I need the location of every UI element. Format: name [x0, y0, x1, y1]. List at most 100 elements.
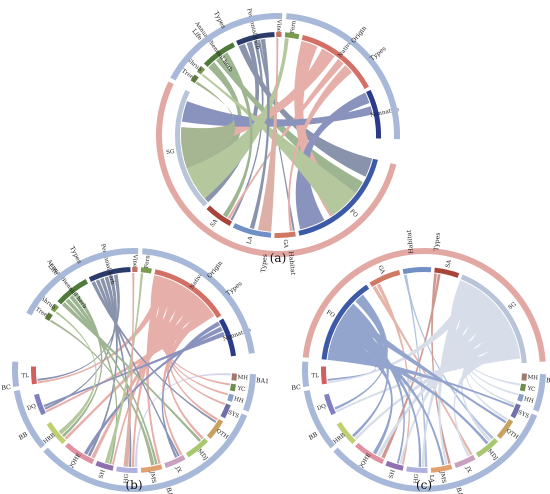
node-arc-vine [276, 32, 282, 38]
node-label-la: LA [246, 235, 254, 245]
node-arc-yc [229, 383, 236, 392]
node-arc-fo [321, 284, 370, 360]
node-arc-shrub [196, 66, 206, 75]
node-label-sa: SA [210, 218, 220, 229]
node-arc-perennial-herb [236, 32, 275, 46]
node-arc-jms [140, 464, 163, 473]
node-label-dq: DQ [26, 403, 37, 412]
group-label-bb: BB [18, 431, 30, 442]
node-label-hg: HG [414, 473, 421, 483]
chord-ribbon-native-qqhe [91, 291, 199, 459]
node-label-vine: Vine [131, 254, 137, 268]
node-arc-hh [517, 393, 524, 402]
chord-ribbon-vine-hg [123, 272, 135, 467]
panel-b-chord: FernNativeNonnativeMHYCHHSYSQTHMDJJXJMSH… [1, 243, 269, 494]
ribbons [327, 273, 521, 467]
group-arc-life [170, 12, 283, 81]
group-label-habitat-types: Types [433, 232, 442, 251]
group-label-origin: Origin [350, 25, 368, 45]
group-label-life-types: Types [212, 10, 227, 30]
chord-ribbon-annual-biennial-herb-sh [69, 295, 118, 465]
chord-ribbon-native-hh [157, 278, 229, 396]
node-label-hh: HH [523, 396, 534, 404]
node-label-sg: SG [507, 301, 518, 311]
chord-ribbon-la-hg [404, 274, 428, 467]
group-arc-origin [286, 13, 400, 140]
chord-ribbon-sg-jx [453, 339, 520, 457]
group-arc-ba2 [43, 413, 248, 492]
group-label-habitat: Habitat [287, 251, 296, 276]
chord-ribbon-sg-tl [327, 285, 483, 384]
chord-ribbon-nonnative-sg [181, 101, 373, 127]
node-arc-tl [321, 366, 327, 385]
node-arc-jx [164, 454, 186, 468]
node-arc-tree [190, 74, 199, 84]
node-arc-jx [454, 454, 476, 468]
chord-ribbon-native-dq [45, 308, 215, 413]
ribbons [37, 272, 231, 467]
group-label-bc: BC [1, 384, 12, 392]
node-label-la: LA [428, 475, 435, 484]
node-label-qth: QTH [505, 428, 519, 441]
chord-ribbon-sg-hrb [354, 329, 517, 440]
chord-ribbon-native-sa [227, 58, 344, 220]
node-arc-tree [44, 312, 53, 321]
node-label-sh: SH [98, 469, 106, 479]
node-label-yc: YC [526, 386, 536, 393]
node-arc-fern [140, 267, 152, 274]
node-label-sa: SA [445, 258, 453, 268]
chord-ribbon-perennial-herb-ga [257, 39, 295, 231]
node-label-sys: SYS [517, 410, 530, 420]
panel-c-chord: GALASASGMHYCHHSYSQTHMDJJXJMSHGSHQQHEHRBD… [291, 229, 550, 494]
node-arc-annual-biennial-herb [57, 279, 88, 305]
chord-ribbon-ga-sh [376, 283, 411, 465]
node-label-sg: SG [166, 149, 176, 156]
group-label-origin-types: Types [369, 45, 388, 62]
node-label-mh: MH [237, 375, 248, 382]
node-label-mdj: MDJ [196, 448, 209, 461]
chord-ribbon-sg-sh [399, 302, 502, 465]
group-label-ba2: BA2 [454, 487, 464, 494]
chord-ribbon-fo-qqhe [331, 332, 393, 455]
node-arc-sh [385, 460, 404, 471]
chord-ribbon-annual-biennial-herb-sa [222, 52, 253, 218]
group-label-bb: BB [308, 431, 320, 442]
node-arc-perennial-herb [88, 267, 131, 282]
node-label-sys: SYS [227, 410, 240, 420]
chord-ribbon-fo-mdj [329, 337, 489, 445]
node-arc-dq [324, 393, 336, 416]
node-arc-qth [206, 419, 224, 439]
node-arc-sa [206, 205, 232, 226]
group-label-bc: BC [291, 384, 302, 392]
node-label-jms: JMS [438, 470, 446, 484]
chord-ribbon-sg-yc [450, 280, 521, 386]
chord-ribbon-fern-sh [104, 273, 144, 464]
node-label-vine: Vine [275, 19, 281, 33]
node-label-fo: FO [325, 310, 336, 320]
panel-a-chord: FernNativeNonnativeFOGALASASGTreeShrubAn… [155, 8, 400, 276]
node-label-fern: Fern [290, 20, 298, 34]
node-arc-hrb [336, 421, 356, 445]
node-arc-mdj [475, 438, 499, 458]
chord-ribbon-perennial-herb-la [249, 38, 270, 229]
group-label-habitat-types: Types [260, 254, 269, 273]
chord-ribbon-shrub-fo [201, 73, 356, 216]
node-arc-shrub [50, 303, 59, 313]
node-arc-mh [521, 373, 527, 381]
chord-ribbon-native-ga [288, 65, 352, 232]
node-arc-la [232, 223, 272, 238]
node-label-hg: HG [124, 473, 131, 483]
ribbons [181, 38, 373, 232]
node-arc-mh [231, 373, 237, 381]
node-label-tl: TL [311, 373, 319, 379]
node-label-tl: TL [21, 373, 29, 379]
chord-ribbon-perennial-herb-fo [238, 43, 373, 177]
group-arc-life [26, 248, 139, 316]
node-arc-hrb [46, 421, 66, 445]
node-arc-sa [434, 267, 460, 278]
node-label-jx: JX [463, 465, 471, 474]
chord-ribbon-fern-sg [186, 38, 289, 199]
group-label-origin: Origin [206, 260, 224, 280]
node-label-fo: FO [348, 209, 358, 220]
node-arc-qth [496, 419, 514, 439]
